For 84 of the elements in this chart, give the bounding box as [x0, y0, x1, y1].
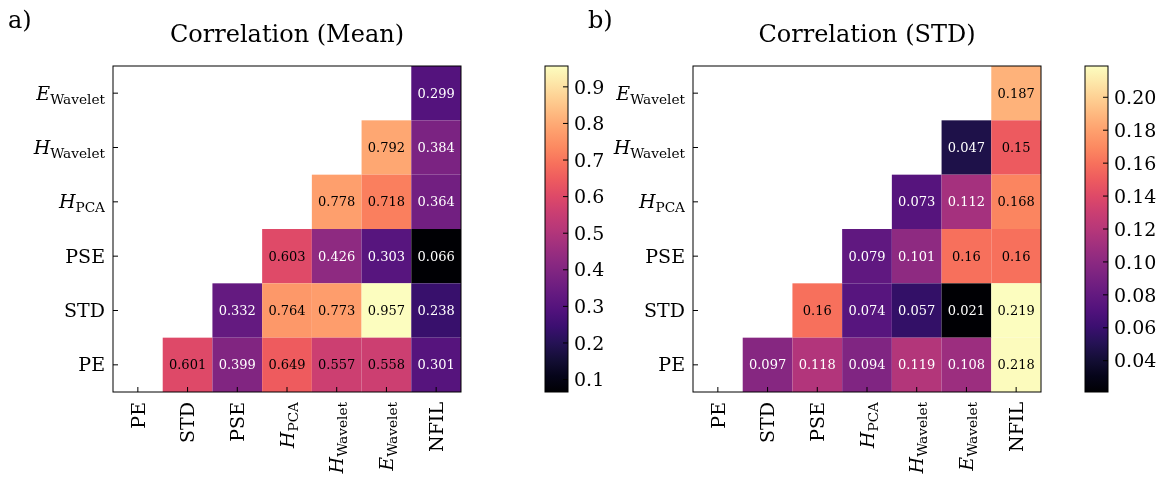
data-label: 0.558 — [367, 357, 406, 373]
chart-title: Correlation (STD) — [758, 20, 976, 48]
data-label: 0.426 — [318, 248, 356, 264]
y-tick-label: H$_{PCA}$ — [57, 190, 106, 215]
data-label: 0.718 — [367, 194, 406, 210]
data-label: 0.301 — [417, 357, 455, 373]
color-bar-label: 0.16 — [1114, 151, 1157, 174]
y-tick-label: E$_{Wavelet}$ — [615, 81, 686, 107]
x-tick-label: PE — [706, 402, 729, 429]
data-label: 0.364 — [417, 194, 455, 210]
y-tick-label: PE — [658, 353, 685, 376]
data-label: 0.066 — [417, 248, 455, 264]
data-label: 0.101 — [898, 248, 936, 264]
data-label: 0.021 — [947, 303, 986, 319]
data-label: 0.047 — [947, 140, 986, 156]
color-bar-label: 0.14 — [1114, 184, 1157, 207]
color-bar-label: 0.08 — [1114, 283, 1157, 306]
data-label: 0.16 — [951, 248, 981, 264]
y-tick-label: H$_{Wavelet}$ — [32, 136, 106, 161]
color-bar-label: 0.1 — [574, 368, 605, 391]
x-tick-label: PE — [126, 402, 149, 429]
data-label: 0.219 — [997, 303, 1035, 319]
data-label: 0.764 — [268, 303, 306, 319]
y-tick-label: H$_{Wavelet}$ — [612, 136, 686, 161]
data-label: 0.094 — [848, 357, 886, 373]
data-label: 0.957 — [367, 303, 406, 319]
data-label: 0.118 — [798, 357, 836, 373]
data-label: 0.187 — [997, 85, 1035, 101]
x-tick-label: PSE — [805, 402, 828, 442]
data-label: 0.079 — [848, 248, 886, 264]
data-label: 0.168 — [997, 194, 1035, 210]
color-bar-label: 0.18 — [1114, 118, 1157, 141]
text: a) — [8, 6, 32, 34]
y-tick-label: STD — [644, 299, 685, 322]
y-tick-label: STD — [64, 299, 105, 322]
color-bar-label: 0.8 — [574, 112, 605, 135]
data-label: 0.299 — [417, 85, 455, 101]
data-label: 0.073 — [898, 194, 936, 210]
data-label: 0.16 — [1001, 248, 1031, 264]
color-bar-label: 0.04 — [1114, 349, 1157, 372]
color-bar-label: 0.20 — [1114, 85, 1157, 108]
data-label: 0.792 — [367, 140, 406, 156]
data-label: 0.097 — [748, 357, 787, 373]
y-tick-label: H$_{PCA}$ — [637, 190, 686, 215]
color-bar-label: 0.3 — [574, 295, 605, 318]
data-label: 0.601 — [168, 357, 207, 373]
y-tick-label: PE — [78, 353, 105, 376]
data-label: 0.778 — [318, 194, 356, 210]
color-bar-label: 0.10 — [1114, 250, 1157, 273]
data-label: 0.112 — [947, 194, 986, 210]
x-tick-label: STD — [756, 402, 779, 443]
data-label: 0.399 — [218, 357, 256, 373]
data-label: 0.119 — [898, 357, 936, 373]
data-label: 0.074 — [848, 303, 886, 319]
color-bar-label: 0.2 — [574, 331, 605, 354]
y-tick-label: E$_{Wavelet}$ — [35, 81, 106, 107]
color-bar-label: 0.12 — [1114, 217, 1157, 240]
data-label: 0.057 — [898, 303, 936, 319]
data-label: 0.773 — [318, 303, 356, 319]
x-tick-label: STD — [176, 402, 199, 443]
y-tick-label: PSE — [645, 244, 685, 267]
data-label: 0.15 — [1001, 140, 1031, 156]
data-label: 0.238 — [417, 303, 455, 319]
y-tick-label: PSE — [65, 244, 105, 267]
x-tick-label: NFIL — [1004, 401, 1027, 452]
x-tick-label: NFIL — [424, 401, 447, 452]
data-label: 0.16 — [802, 303, 832, 319]
data-label: 0.603 — [268, 248, 306, 264]
color-bar-label: 0.5 — [574, 221, 605, 244]
data-label: 0.649 — [268, 357, 306, 373]
data-label: 0.384 — [417, 140, 455, 156]
data-label: 0.108 — [947, 357, 986, 373]
data-label: 0.303 — [367, 248, 406, 264]
data-label: 0.557 — [318, 357, 356, 373]
x-tick-label: PSE — [225, 402, 248, 442]
chart-title: Correlation (Mean) — [169, 20, 405, 48]
color-bar-label: 0.06 — [1114, 316, 1157, 339]
text: b) — [588, 6, 613, 34]
color-bar-label: 0.6 — [574, 185, 605, 208]
color-bar-label: 0.7 — [574, 148, 605, 171]
data-label: 0.218 — [997, 357, 1035, 373]
data-label: 0.332 — [218, 303, 256, 319]
color-bar-label: 0.9 — [574, 75, 605, 98]
color-bar-label: 0.4 — [574, 258, 605, 281]
